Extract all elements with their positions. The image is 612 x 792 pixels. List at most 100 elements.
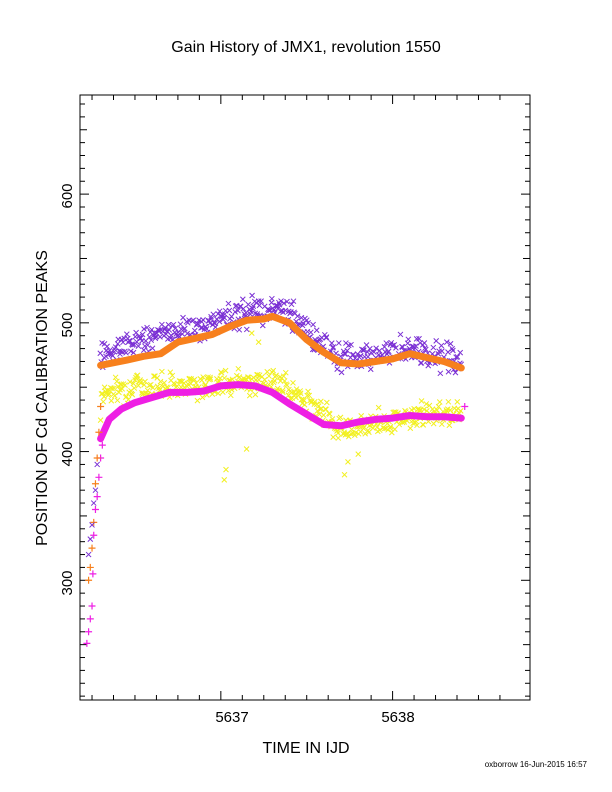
data-point xyxy=(218,370,225,376)
data-point xyxy=(407,425,414,432)
data-point xyxy=(134,372,141,379)
y-tick-label-400: 400 xyxy=(59,441,76,466)
data-point xyxy=(457,349,464,356)
data-point xyxy=(85,628,93,636)
data-point xyxy=(259,322,266,329)
data-point xyxy=(425,362,432,369)
data-point xyxy=(352,355,359,362)
data-point xyxy=(178,326,185,333)
data-point xyxy=(191,327,198,334)
footer-credit: oxborrow 16-Jun-2015 16:57 xyxy=(485,760,588,769)
data-point xyxy=(103,353,109,360)
data-point xyxy=(235,307,241,314)
data-point xyxy=(445,368,452,375)
y-tick-label-600: 600 xyxy=(59,183,76,208)
data-point xyxy=(169,372,176,379)
y-tick-label-300: 300 xyxy=(59,570,76,595)
data-point xyxy=(381,344,388,350)
data-point xyxy=(452,369,459,376)
data-point xyxy=(348,426,355,433)
data-point xyxy=(438,421,445,428)
data-point xyxy=(112,374,119,381)
data-point xyxy=(388,339,395,346)
data-point xyxy=(203,326,210,332)
data-point xyxy=(139,331,146,338)
data-point xyxy=(159,368,165,375)
data-point xyxy=(167,369,174,376)
plot-frame xyxy=(79,94,531,701)
data-point xyxy=(323,406,329,413)
data-point xyxy=(375,404,382,411)
data-point xyxy=(435,403,442,410)
data-point xyxy=(330,344,337,350)
data-point xyxy=(97,350,104,357)
data-point xyxy=(318,398,324,405)
data-point xyxy=(120,339,126,346)
data-point xyxy=(174,383,180,389)
data-point xyxy=(436,399,443,405)
data-point xyxy=(157,333,163,340)
data-point xyxy=(106,347,113,354)
data-point xyxy=(161,379,168,386)
data-point xyxy=(280,389,286,396)
data-point xyxy=(114,397,121,404)
data-point xyxy=(111,385,117,392)
data-point xyxy=(91,480,99,488)
data-point xyxy=(97,417,104,423)
data-point xyxy=(140,347,147,353)
data-point xyxy=(130,349,137,356)
data-point xyxy=(391,426,398,433)
data-point xyxy=(297,390,304,397)
data-point xyxy=(219,389,226,395)
data-point xyxy=(414,422,420,429)
data-point xyxy=(335,435,342,441)
data-point xyxy=(115,383,121,390)
data-point xyxy=(108,397,115,404)
data-point xyxy=(449,345,455,352)
data-point xyxy=(245,301,252,308)
data-point xyxy=(293,394,299,401)
data-point xyxy=(373,345,379,352)
data-point xyxy=(123,393,130,400)
data-point xyxy=(314,408,321,414)
data-point xyxy=(383,340,390,346)
data-point xyxy=(127,379,133,385)
data-point xyxy=(290,298,297,305)
data-point xyxy=(341,471,348,478)
data-point xyxy=(177,378,184,385)
data-point xyxy=(323,399,330,406)
data-point xyxy=(129,391,136,398)
data-point xyxy=(387,423,394,430)
data-point xyxy=(310,321,316,328)
series-6 xyxy=(85,461,101,558)
data-point xyxy=(243,326,250,333)
data-point xyxy=(422,346,429,353)
data-point xyxy=(254,371,261,378)
data-point xyxy=(258,298,264,304)
data-point xyxy=(227,392,234,399)
data-point xyxy=(354,351,361,357)
data-point xyxy=(236,326,243,333)
data-point xyxy=(222,367,229,374)
data-point xyxy=(131,385,138,391)
data-point xyxy=(179,331,186,337)
data-point xyxy=(129,342,136,348)
data-point xyxy=(223,466,229,473)
data-point xyxy=(232,309,238,315)
data-point xyxy=(98,441,106,449)
data-point xyxy=(266,373,272,379)
data-point xyxy=(445,349,451,355)
data-point xyxy=(434,407,440,413)
data-point xyxy=(300,320,306,326)
data-point xyxy=(301,401,308,408)
data-point xyxy=(177,321,184,328)
data-point xyxy=(244,374,251,381)
data-point xyxy=(328,340,335,346)
series-0 xyxy=(97,292,465,377)
data-point xyxy=(86,563,94,571)
data-point xyxy=(95,473,103,481)
data-point xyxy=(135,343,142,350)
data-point xyxy=(335,340,342,346)
data-point xyxy=(345,459,351,465)
data-point xyxy=(85,576,93,584)
